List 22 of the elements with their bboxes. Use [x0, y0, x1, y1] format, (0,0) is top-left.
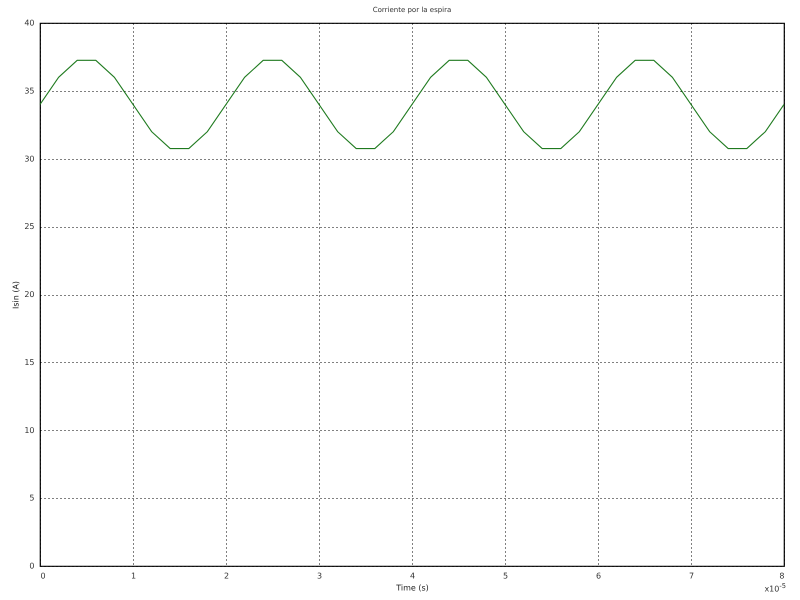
x-tick-label: 4: [410, 572, 416, 580]
x-tick-label: 7: [688, 572, 694, 580]
y-tick-label: 20: [24, 290, 34, 299]
y-tick-label: 40: [24, 18, 34, 28]
y-tick-label: 5: [29, 494, 34, 503]
x-tick-label: 8: [779, 572, 784, 580]
x-tick-label: 2: [224, 572, 230, 580]
x-tick-label: 1: [130, 572, 136, 580]
x-tick-label: 3: [316, 572, 322, 580]
y-tick-label: 35: [24, 86, 34, 96]
y-tick-label: 10: [24, 426, 34, 435]
y-tick-label: 0: [29, 562, 34, 570]
line-series: [39, 60, 785, 150]
y-tick-label: 25: [24, 222, 34, 232]
x-tick-label: 5: [502, 572, 508, 580]
x-tick-label: 6: [596, 572, 602, 580]
y-tick-label: 30: [24, 154, 34, 164]
text: x10$^{-5}$: [764, 582, 786, 594]
y-axis-title: Isin (A): [11, 280, 20, 310]
x-tick-label: 0: [40, 572, 46, 580]
y-tick-label: 15: [24, 358, 34, 367]
x-axis-title: Time (s): [395, 584, 429, 592]
